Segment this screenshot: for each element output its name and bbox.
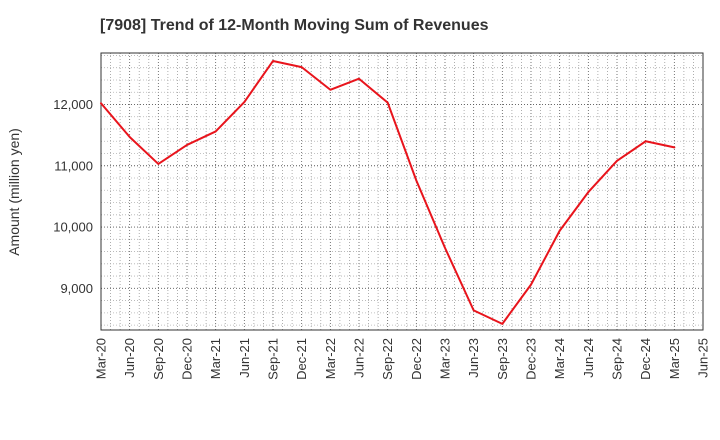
x-tick-label: Dec-20 — [180, 338, 195, 380]
x-tick-label: Sep-22 — [380, 338, 395, 380]
x-tick-label: Sep-21 — [266, 338, 281, 380]
x-tick-label: Mar-21 — [208, 338, 223, 379]
x-tick-label: Dec-21 — [294, 338, 309, 380]
x-tick-label: Jun-25 — [696, 338, 711, 378]
x-tick-label: Jun-21 — [237, 338, 252, 378]
y-axis-label: Amount (million yen) — [6, 128, 22, 256]
x-tick-label: Sep-20 — [151, 338, 166, 380]
plot-frame — [100, 52, 704, 331]
plot-area: 9,000 10,000 11,000 12,000 Mar-20 Jun-20 Sep-2… — [53, 52, 711, 380]
x-tick-label: Mar-20 — [94, 338, 109, 379]
x-tick-label: Jun-22 — [352, 338, 367, 378]
x-tick-label: Sep-24 — [610, 338, 625, 380]
x-tick-label: Mar-25 — [667, 338, 682, 379]
x-tick-label: Sep-23 — [495, 338, 510, 380]
x-tick-label: Mar-22 — [323, 338, 338, 379]
x-tick-label: Dec-22 — [409, 338, 424, 380]
x-tick-label: Jun-20 — [122, 338, 137, 378]
y-tick-label: 11,000 — [54, 158, 93, 173]
y-tick-label: 10,000 — [53, 220, 93, 235]
x-tick-label: Dec-24 — [638, 338, 653, 380]
chart-title: [7908] Trend of 12-Month Moving Sum of R… — [100, 17, 489, 34]
x-tick-label: Jun-23 — [466, 338, 481, 378]
y-tick-label: 12,000 — [53, 97, 93, 112]
y-tick-label: 9,000 — [60, 281, 93, 296]
x-tick-label: Mar-24 — [552, 338, 567, 379]
series-line — [100, 59, 676, 325]
x-tick-label: Jun-24 — [581, 338, 596, 378]
x-tick-label: Mar-23 — [438, 338, 453, 379]
x-tick-label: Dec-23 — [524, 338, 539, 380]
